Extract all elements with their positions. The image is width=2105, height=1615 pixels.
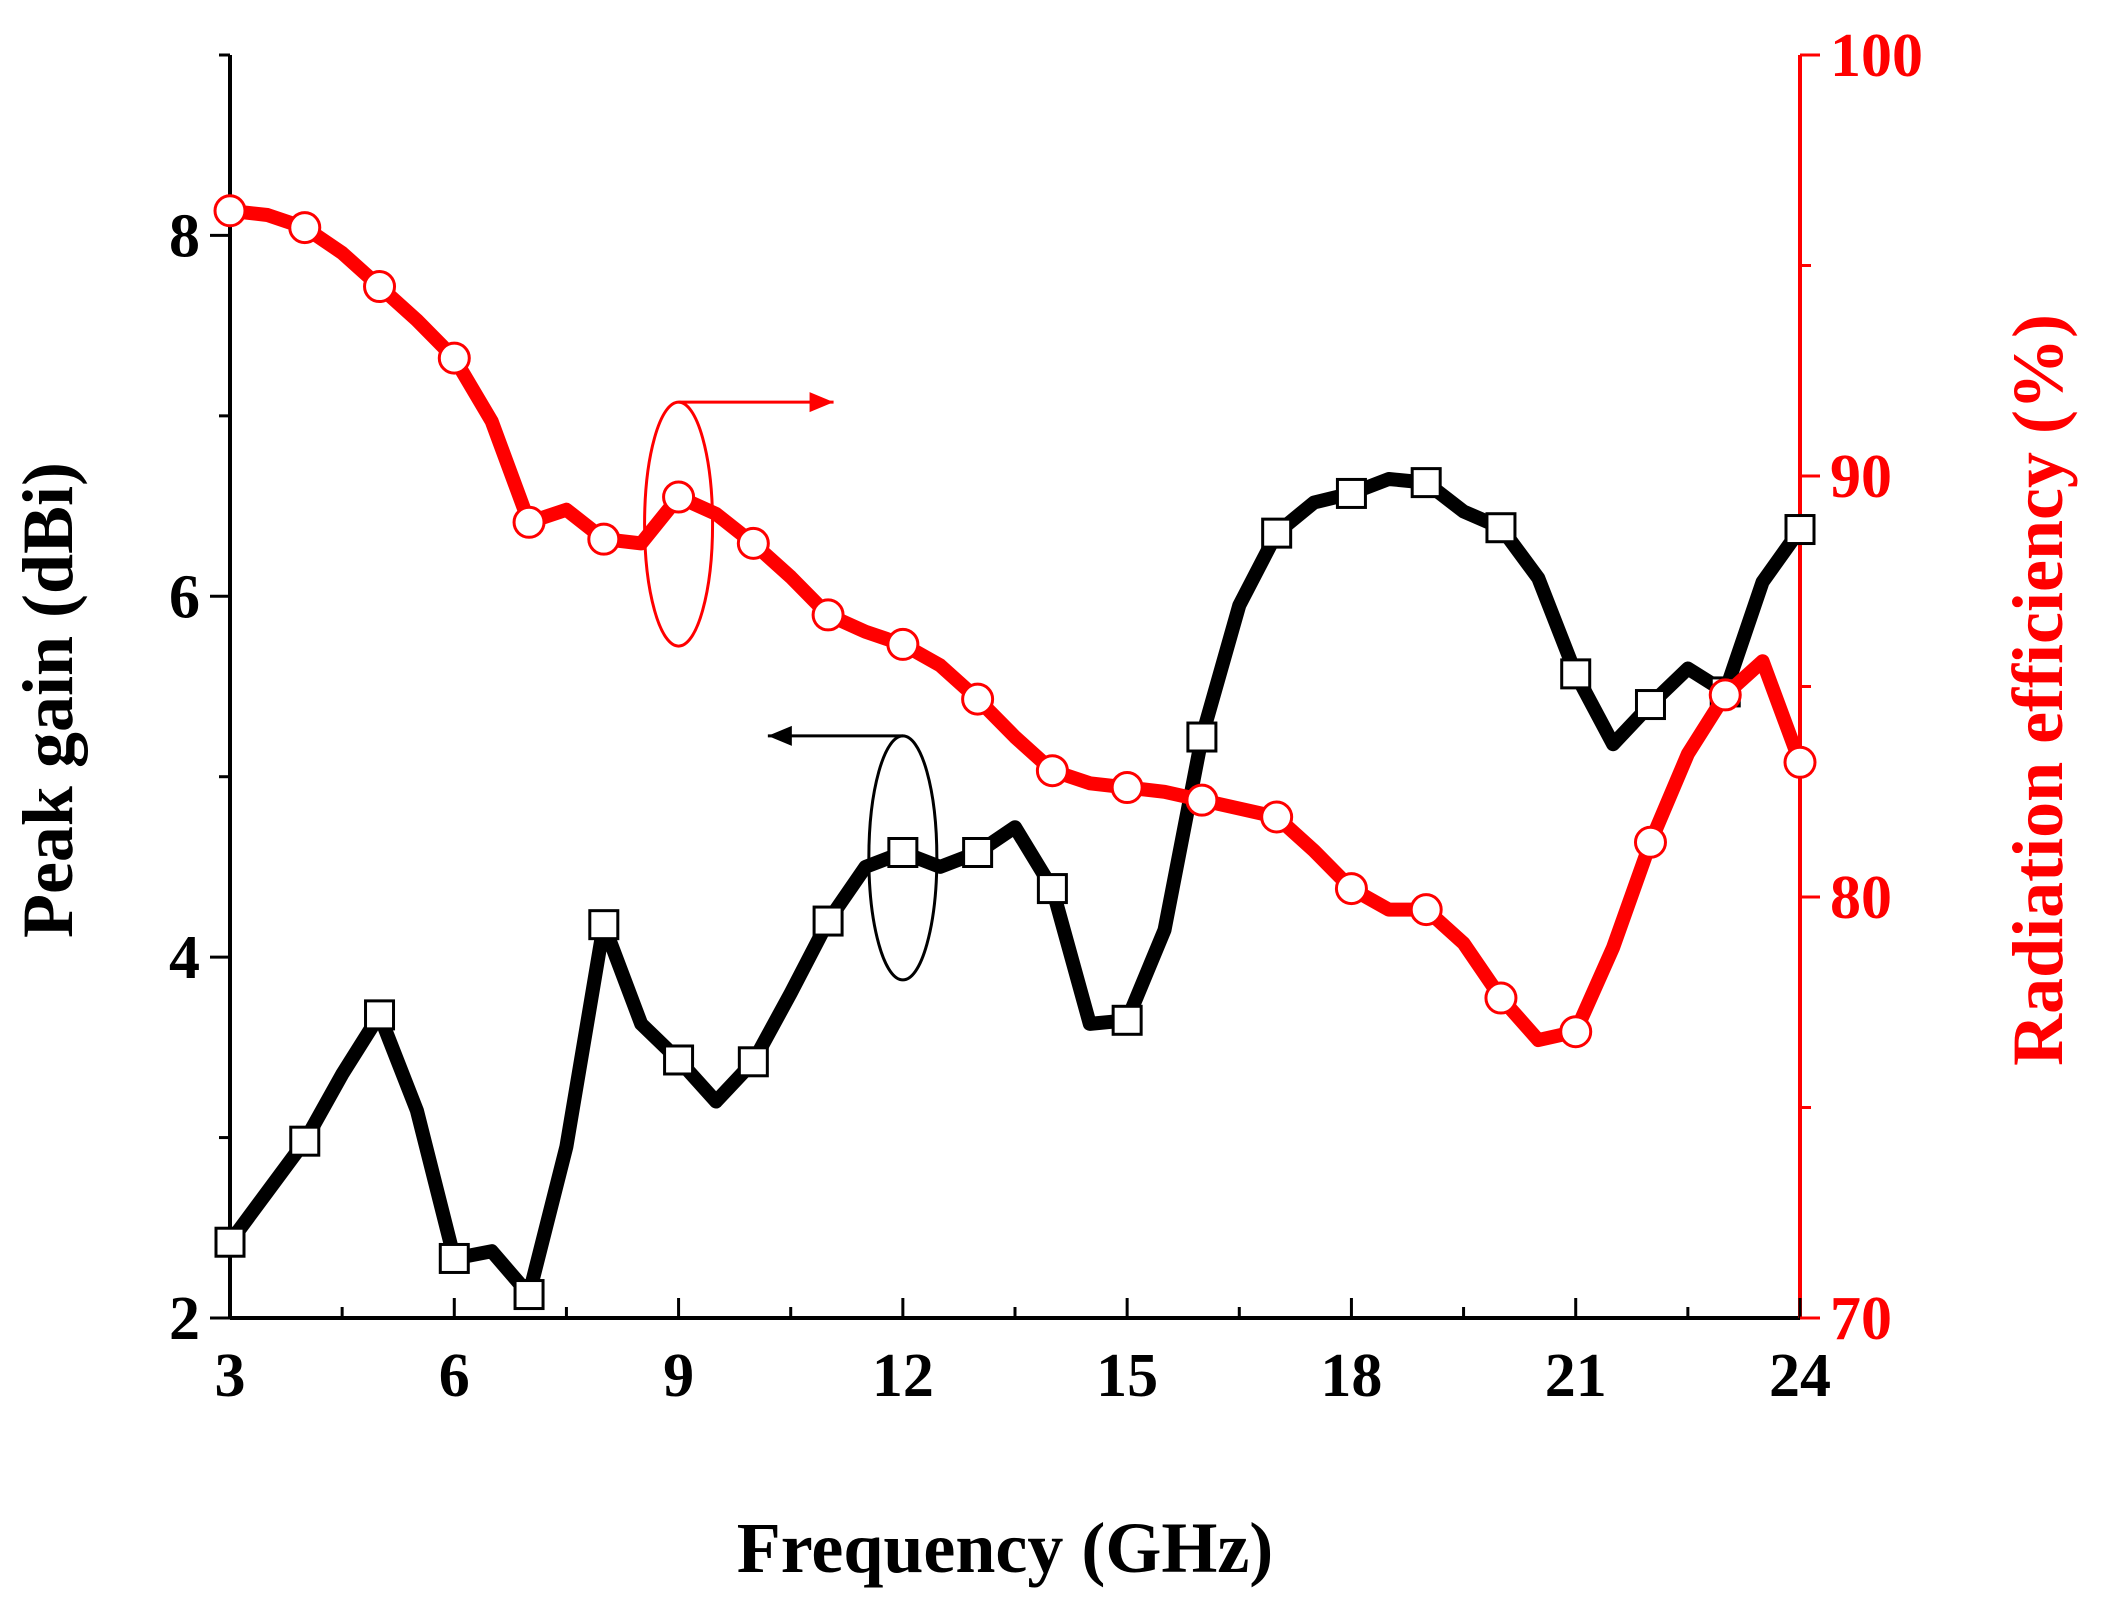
y-axis-right-title: Radiation efficiency (%)	[1998, 314, 2078, 1066]
annotations	[643, 392, 939, 982]
radiation-efficiency-marker	[1185, 783, 1219, 817]
y-left-tick-label: 6	[169, 563, 200, 631]
radiation-efficiency-marker	[1559, 1015, 1593, 1049]
peak-gain-marker	[1560, 658, 1592, 690]
radiation-efficiency-marker	[1633, 825, 1667, 859]
peak-gain-marker	[1186, 721, 1218, 753]
y-left-tick-label: 4	[169, 924, 200, 992]
peak-gain-marker	[289, 1125, 321, 1157]
radiation-efficiency-marker	[886, 627, 920, 661]
peak-gain-marker	[513, 1279, 545, 1311]
radiation-efficiency-marker	[213, 194, 247, 228]
y-right-tick-label: 90	[1830, 443, 1892, 511]
peak-gain-marker	[1410, 467, 1442, 499]
peak-gain-marker	[1634, 689, 1666, 721]
peak-gain-marker	[737, 1046, 769, 1078]
x-tick-label: 12	[872, 1342, 934, 1410]
radiation-efficiency-marker	[1260, 800, 1294, 834]
radiation-efficiency-marker	[288, 211, 322, 245]
peak-gain-line	[223, 472, 1807, 1302]
y-right-tick-label: 100	[1830, 22, 1923, 90]
peak-gain-marker	[962, 836, 994, 868]
peak-gain-marker	[1485, 512, 1517, 544]
x-tick-label: 3	[215, 1342, 246, 1410]
x-tick-label: 9	[663, 1342, 694, 1410]
radiation-efficiency-marker	[1110, 771, 1144, 805]
radiation-efficiency-marker	[1334, 872, 1368, 906]
x-axis-title: Frequency (GHz)	[737, 1508, 1274, 1588]
x-tick-label: 15	[1096, 1342, 1158, 1410]
peak-gain-marker	[1784, 514, 1816, 546]
peak-gain-marker	[438, 1242, 470, 1274]
radiation-efficiency-marker	[662, 480, 696, 514]
peak-gain-marker	[588, 909, 620, 941]
radiation-efficiency-marker	[437, 341, 471, 375]
y-left-tick-label: 2	[169, 1285, 200, 1353]
series	[213, 194, 1817, 1311]
x-tick-label: 6	[439, 1342, 470, 1410]
peak-gain-marker	[1111, 1004, 1143, 1036]
radiation-efficiency-line	[223, 203, 1807, 1048]
radiation-efficiency-marker	[961, 682, 995, 716]
peak-gain-marker	[1335, 477, 1367, 509]
x-tick-label: 21	[1545, 1342, 1607, 1410]
radiation-efficiency-marker	[1035, 754, 1069, 788]
radiation-efficiency-marker	[1409, 893, 1443, 927]
radiation-efficiency-marker	[512, 505, 546, 539]
x-tick-label: 24	[1769, 1342, 1831, 1410]
radiation-efficiency-marker	[1783, 745, 1817, 779]
radiation-efficiency-marker	[1484, 981, 1518, 1015]
y-left-tick-label: 8	[169, 202, 200, 270]
radiation-efficiency-marker	[363, 270, 397, 304]
peak-gain-marker	[812, 905, 844, 937]
peak-gain-marker	[663, 1044, 695, 1076]
peak-gain-marker	[1261, 517, 1293, 549]
peak-gain-marker	[214, 1226, 246, 1258]
radiation-efficiency-marker	[1708, 678, 1742, 712]
peak-gain-marker	[887, 836, 919, 868]
peak-gain-marker	[1036, 873, 1068, 905]
radiation-efficiency-marker	[587, 522, 621, 556]
y-right-tick-label: 80	[1830, 864, 1892, 932]
radiation-efficiency-marker	[736, 526, 770, 560]
gain-arrow-head	[767, 725, 792, 746]
y-axis-left-title: Peak gain (dBi)	[8, 462, 88, 938]
efficiency-arrow-head	[809, 392, 834, 413]
x-tick-label: 18	[1320, 1342, 1382, 1410]
peak-gain-marker	[364, 999, 396, 1031]
radiation-efficiency-marker	[811, 598, 845, 632]
y-right-tick-label: 70	[1830, 1285, 1892, 1353]
